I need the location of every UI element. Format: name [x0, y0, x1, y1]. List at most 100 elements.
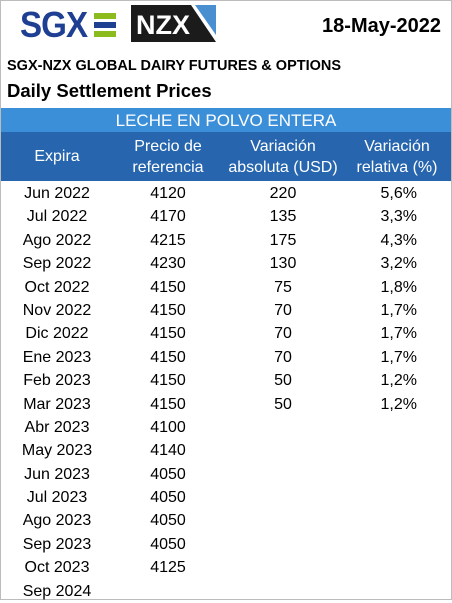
cell-precio: 4150: [150, 395, 186, 413]
cell-precio: 4150: [150, 301, 186, 319]
cell-variacion-absoluta: 175: [269, 231, 297, 249]
cell-variacion-relativa: 1,2%: [380, 395, 417, 413]
column-header-line: Variación: [250, 137, 316, 155]
cell-variacion-relativa: 3,3%: [380, 208, 417, 226]
cell-expira: Ago 2022: [22, 231, 92, 249]
column-header-line: Variación: [364, 137, 430, 155]
cell-variacion-absoluta: 135: [269, 208, 297, 226]
column-header-line: absoluta (USD): [228, 158, 338, 176]
cell-precio: 4125: [150, 559, 186, 577]
column-header-line: Expira: [34, 148, 80, 165]
column-header-line: referencia: [132, 158, 204, 176]
nzx-logo-text: NZX: [136, 10, 190, 40]
cell-precio: 4170: [150, 208, 186, 226]
table-header: Expira Precio de referencia Variación ab…: [1, 132, 451, 181]
table-row: Sep 2022 4230 130 3,2%: [1, 252, 451, 275]
cell-variacion-relativa: 1,7%: [380, 348, 417, 366]
cell-variacion-relativa: 1,2%: [380, 372, 417, 390]
column-header-line: Precio de: [134, 137, 202, 155]
cell-variacion-relativa: [417, 559, 451, 576]
cell-expira: Jun 2022: [24, 185, 90, 202]
cell-variacion-absoluta: 50: [274, 395, 292, 413]
cell-expira: Sep 2024: [22, 582, 92, 600]
cell-variacion-relativa: [417, 419, 451, 436]
table-row: May 2023 4140: [1, 439, 451, 462]
cell-variacion-absoluta: 50: [274, 372, 292, 390]
column-header-variacion-relativa: Variación relativa (%): [343, 132, 451, 181]
cell-variacion-relativa: [417, 442, 451, 459]
table-row: Jun 2022 4120 220 5,6%: [1, 182, 451, 205]
cell-variacion-absoluta: 70: [274, 348, 292, 366]
cell-precio: 4050: [150, 512, 186, 530]
report-date: 18-May-2022: [322, 15, 441, 37]
cell-precio: 4140: [150, 442, 186, 460]
cell-precio: 4230: [150, 255, 186, 273]
cell-variacion-relativa: 1,8%: [380, 278, 417, 296]
table-row: Oct 2022 4150 75 1,8%: [1, 276, 451, 299]
cell-expira: Feb 2023: [23, 372, 91, 390]
cell-precio: 4150: [150, 325, 186, 343]
cell-expira: Jul 2023: [26, 489, 88, 507]
cell-expira: Ago 2023: [22, 512, 92, 530]
cell-variacion-relativa: 1,7%: [380, 325, 417, 343]
cell-variacion-relativa: [417, 489, 451, 506]
nzx-logo: NZX: [131, 5, 216, 42]
table-row: Ago 2023 4050: [1, 509, 451, 532]
cell-expira: Nov 2022: [22, 301, 92, 319]
table-row: Dic 2022 4150 70 1,7%: [1, 322, 451, 345]
cell-expira: Mar 2023: [23, 395, 91, 413]
column-header-expira: Expira: [1, 132, 113, 181]
cell-variacion-absoluta: 220: [269, 185, 297, 202]
cell-expira: May 2023: [21, 442, 93, 460]
cell-precio: 4120: [150, 185, 186, 202]
cell-expira: Ene 2023: [22, 348, 92, 366]
cell-expira: Jun 2023: [24, 465, 90, 483]
cell-expira: Abr 2023: [24, 418, 90, 436]
cell-variacion-absoluta: 70: [274, 301, 292, 319]
table-row: Ene 2023 4150 70 1,7%: [1, 346, 451, 369]
table-row: Mar 2023 4150 50 1,2%: [1, 393, 451, 416]
sgx-logo-bars-icon: [94, 13, 117, 37]
cell-variacion-absoluta: 130: [269, 255, 297, 273]
table-row: Jul 2023 4050: [1, 486, 451, 509]
table-row: Ago 2022 4215 175 4,3%: [1, 229, 451, 252]
cell-variacion-relativa: 1,7%: [380, 301, 417, 319]
cell-variacion-absoluta: 75: [274, 278, 292, 296]
table-row: Abr 2023 4100: [1, 416, 451, 439]
product-band: LECHE EN POLVO ENTERA: [1, 107, 451, 133]
cell-variacion-absoluta: 70: [274, 325, 292, 343]
column-header-line: relativa (%): [356, 158, 438, 176]
cell-precio: 4050: [150, 489, 186, 507]
cell-variacion-relativa: [417, 583, 451, 600]
table-row: Jun 2023 4050: [1, 463, 451, 486]
column-header-variacion-absoluta: Variación absoluta (USD): [223, 132, 343, 181]
table-body: Jun 2022 4120 220 5,6% Jul 2022 4170 135 3,3% Ag…: [1, 182, 451, 603]
cell-variacion-relativa: [417, 512, 451, 529]
cell-expira: Jul 2022: [26, 208, 88, 226]
table-row: Feb 2023 4150 50 1,2%: [1, 369, 451, 392]
cell-expira: Sep 2023: [22, 535, 92, 553]
cell-expira: Oct 2023: [24, 559, 90, 577]
report-subtitle: SGX-NZX GLOBAL DAIRY FUTURES & OPTIONS: [7, 58, 342, 74]
table-row: Sep 2024: [1, 580, 451, 603]
cell-precio: 4100: [150, 418, 186, 436]
cell-variacion-relativa: [417, 536, 451, 553]
cell-variacion-relativa: 4,3%: [380, 231, 417, 249]
cell-expira: Dic 2022: [25, 325, 89, 343]
cell-precio: 4050: [150, 465, 186, 483]
table-row: Nov 2022 4150 70 1,7%: [1, 299, 451, 322]
cell-variacion-relativa: 5,6%: [380, 185, 417, 202]
table-row: Oct 2023 4125: [1, 556, 451, 579]
cell-expira: Oct 2022: [24, 278, 90, 296]
cell-precio: 4050: [150, 535, 186, 553]
page-title: Daily Settlement Prices: [7, 80, 212, 101]
sgx-logo-text: SGX: [20, 4, 88, 45]
cell-precio: 4150: [150, 372, 186, 390]
cell-precio: 4215: [150, 231, 186, 249]
cell-precio: 4150: [150, 278, 186, 296]
cell-variacion-relativa: [417, 466, 451, 483]
table-row: Jul 2022 4170 135 3,3%: [1, 205, 451, 228]
table-row: Sep 2023 4050: [1, 533, 451, 556]
cell-variacion-relativa: 3,2%: [380, 255, 417, 273]
column-header-precio: Precio de referencia: [113, 132, 223, 181]
